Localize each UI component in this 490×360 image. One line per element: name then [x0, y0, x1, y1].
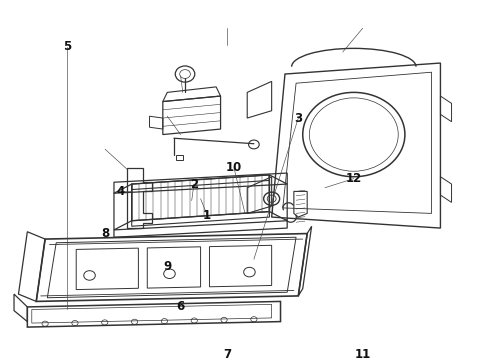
Text: 6: 6 — [176, 301, 185, 314]
Text: 3: 3 — [294, 112, 302, 125]
Text: 4: 4 — [117, 185, 125, 198]
Text: 1: 1 — [203, 209, 211, 222]
Text: 5: 5 — [63, 40, 72, 53]
Text: 2: 2 — [190, 177, 198, 190]
Text: 8: 8 — [101, 227, 109, 240]
Text: 7: 7 — [223, 348, 231, 360]
Text: 11: 11 — [355, 348, 371, 360]
Text: 10: 10 — [226, 161, 242, 174]
Text: 12: 12 — [346, 172, 362, 185]
Text: 9: 9 — [163, 260, 172, 273]
